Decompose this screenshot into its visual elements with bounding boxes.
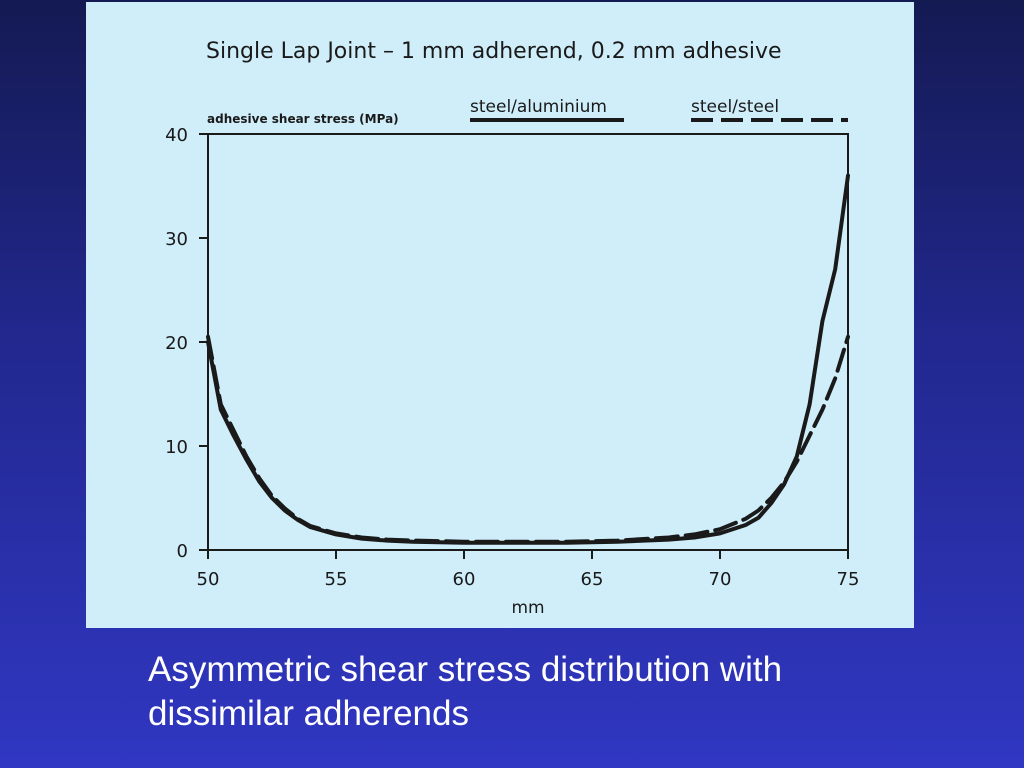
y-tick-label: 30 — [165, 229, 188, 250]
slide-caption: Asymmetric shear stress distribution wit… — [148, 648, 948, 736]
y-tick-label: 0 — [177, 541, 188, 562]
y-tick-label: 10 — [165, 437, 188, 458]
plot-frame — [207, 133, 849, 551]
chart-title: Single Lap Joint – 1 mm adherend, 0.2 mm… — [206, 39, 782, 64]
y-tick-label: 40 — [165, 125, 188, 146]
y-tick-label: 20 — [165, 333, 188, 354]
shear-stress-chart: Single Lap Joint – 1 mm adherend, 0.2 mm… — [165, 39, 860, 618]
legend-entry-steel-steel: steel/steel — [691, 97, 848, 122]
series-layer — [206, 173, 850, 545]
caption-line-2: dissimilar adherends — [148, 694, 469, 733]
x-tick-label: 55 — [325, 569, 348, 590]
series-line-steel-aluminium — [206, 173, 850, 545]
y-axis-ticks: 0 10 20 30 40 — [165, 125, 208, 562]
legend-label-steel-steel: steel/steel — [691, 97, 779, 117]
x-tick-label: 60 — [453, 569, 476, 590]
legend-label-steel-aluminium: steel/aluminium — [470, 97, 607, 117]
figure-panel: Single Lap Joint – 1 mm adherend, 0.2 mm… — [86, 2, 914, 628]
x-axis-ticks: 50 55 60 65 70 75 — [197, 550, 860, 590]
series-line-steel-steel — [206, 334, 850, 544]
x-tick-label: 70 — [709, 569, 732, 590]
x-tick-label: 75 — [837, 569, 860, 590]
x-tick-label: 65 — [581, 569, 604, 590]
caption-line-1: Asymmetric shear stress distribution wit… — [148, 650, 783, 689]
legend-entry-steel-aluminium: steel/aluminium — [470, 97, 624, 122]
y-axis-label: adhesive shear stress (MPa) — [207, 112, 399, 126]
x-axis-label: mm — [511, 598, 544, 618]
x-tick-label: 50 — [197, 569, 220, 590]
